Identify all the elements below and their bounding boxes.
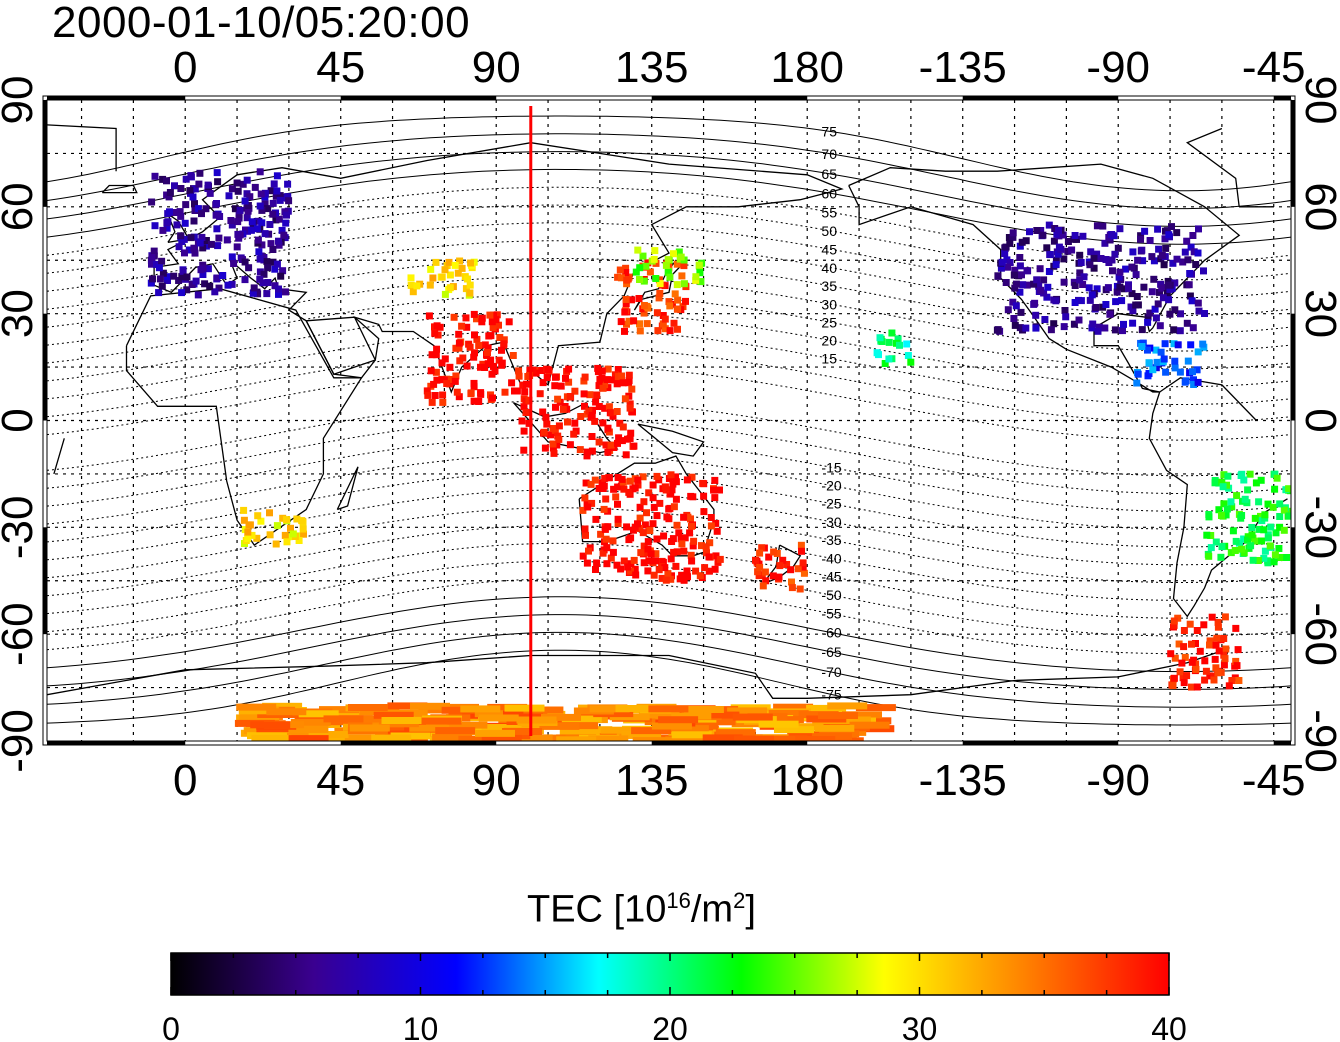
lon-tick-label-top: 45: [316, 43, 365, 92]
lon-tick-label-top: 0: [173, 43, 197, 92]
tec-region-australia: [579, 471, 724, 584]
lon-tick-label-top: 180: [771, 43, 844, 92]
magnetic-latitude-label: -65: [821, 644, 841, 660]
lat-tick-label-right: 90: [1296, 76, 1340, 125]
magnetic-latitude-label: -25: [821, 496, 841, 512]
magnetic-latitude-label: 15: [821, 351, 837, 367]
tec-region-patagonia: [1167, 613, 1243, 691]
magnetic-latitude-label: -55: [821, 606, 841, 622]
magnetic-latitude-label: -70: [821, 664, 841, 680]
tec-region-southeast-asia: [511, 364, 638, 460]
magnetic-latitude-label: -30: [821, 514, 841, 530]
magnetic-latitude-label: -45: [821, 569, 841, 585]
magnetic-latitude-label: -15: [821, 459, 841, 475]
colorbar-tick-label: 20: [652, 1011, 688, 1042]
map-grid: [47, 100, 1291, 741]
lat-tick-label-left: -30: [0, 496, 42, 560]
plot-title: 2000-01-10/05:20:00: [52, 0, 471, 47]
lon-tick-label-bottom: 45: [316, 756, 365, 805]
tec-region-antarctica-band: [234, 702, 896, 741]
lat-tick-label-right: 0: [1296, 408, 1340, 432]
lon-tick-label-bottom: 0: [173, 756, 197, 805]
tec-observations: [147, 168, 1291, 741]
tec-region-new-zealand: [752, 541, 808, 593]
tec-region-hawaii: [873, 329, 915, 367]
lon-tick-label-top: 135: [615, 43, 688, 92]
magnetic-latitude-label: 65: [821, 166, 837, 182]
lat-tick-label-left: 90: [0, 76, 42, 125]
lat-tick-label-right: 30: [1296, 289, 1340, 338]
magnetic-latitude-label: -20: [821, 477, 841, 493]
tec-region-central-asia: [407, 257, 478, 299]
coastline-africa: [125, 288, 363, 547]
lon-tick-label-bottom: 135: [615, 756, 688, 805]
tec-region-south-asia: [423, 310, 517, 406]
lon-tick-label-bottom: 180: [771, 756, 844, 805]
tec-region-europe: [147, 168, 293, 299]
magnetic-latitude-label: 60: [821, 185, 837, 201]
lon-tick-label-bottom: -45: [1242, 756, 1306, 805]
coastline-iceland: [101, 184, 138, 194]
tec-region-north-america: [993, 221, 1208, 335]
colorbar-tick-label: 0: [162, 1011, 180, 1042]
lat-tick-label-left: 0: [0, 408, 42, 432]
magnetic-latitude-label: -75: [821, 686, 841, 702]
tec-region-east-asia-north: [632, 246, 706, 289]
lat-tick-label-left: -90: [0, 709, 42, 773]
colorbar-title: TEC [1016/m2]: [527, 888, 756, 931]
lat-tick-label-right: -90: [1296, 709, 1340, 773]
lon-tick-label-bottom: -90: [1086, 756, 1150, 805]
axis-ticks: 0045459090135135180180-135-135-90-90-45-…: [0, 43, 1340, 805]
magnetic-latitude-label: 40: [821, 260, 837, 276]
tec-region-south-africa: [240, 506, 307, 548]
lat-tick-label-right: -30: [1296, 496, 1340, 560]
colorbar-tick-label: 30: [902, 1011, 938, 1042]
coastline-madagascar: [336, 466, 359, 511]
tec-region-caribbean: [1133, 339, 1208, 388]
lon-tick-label-top: -90: [1086, 43, 1150, 92]
colorbar: 0 10 20 30 40: [162, 952, 1187, 1042]
magnetic-latitude-label: 25: [821, 314, 837, 330]
magnetic-latitude-label: 70: [821, 146, 837, 162]
magnetic-latitude-label: 75: [821, 124, 837, 140]
magnetic-latitude-label: -35: [821, 532, 841, 548]
lat-tick-label-right: -60: [1296, 602, 1340, 666]
coastline-greenland: [47, 124, 1274, 208]
magnetic-latitude-label: -50: [821, 587, 841, 603]
magnetic-latitude-label: 45: [821, 241, 837, 257]
lon-tick-label-bottom: -135: [919, 756, 1007, 805]
tec-region-south-america: [1203, 470, 1291, 567]
colorbar-tick-label: 10: [403, 1011, 439, 1042]
coastline-new-guinea: [637, 423, 705, 457]
magnetic-latitude-label: -40: [821, 550, 841, 566]
magnetic-latitude-label: 50: [821, 223, 837, 239]
lat-tick-label-left: -60: [0, 602, 42, 666]
magnetic-latitude-label: 55: [821, 204, 837, 220]
colorbar-tick-label: 40: [1151, 1011, 1187, 1042]
magnetic-latitude-label: -60: [821, 625, 841, 641]
lon-tick-label-top: 90: [472, 43, 521, 92]
lat-tick-label-left: 30: [0, 289, 42, 338]
coastline-arabia: [305, 316, 380, 379]
coastline-antarctica: [47, 647, 1230, 699]
magnetic-latitude-label: 20: [821, 333, 837, 349]
magnetic-latitude-label: 35: [821, 278, 837, 294]
lon-tick-label-top: -135: [919, 43, 1007, 92]
lon-tick-label-top: -45: [1242, 43, 1306, 92]
lat-tick-label-right: 60: [1296, 182, 1340, 231]
lon-tick-label-bottom: 90: [472, 756, 521, 805]
magnetic-latitude-label: 30: [821, 296, 837, 312]
map-frame: [42, 95, 1296, 746]
lat-tick-label-left: 60: [0, 182, 42, 231]
